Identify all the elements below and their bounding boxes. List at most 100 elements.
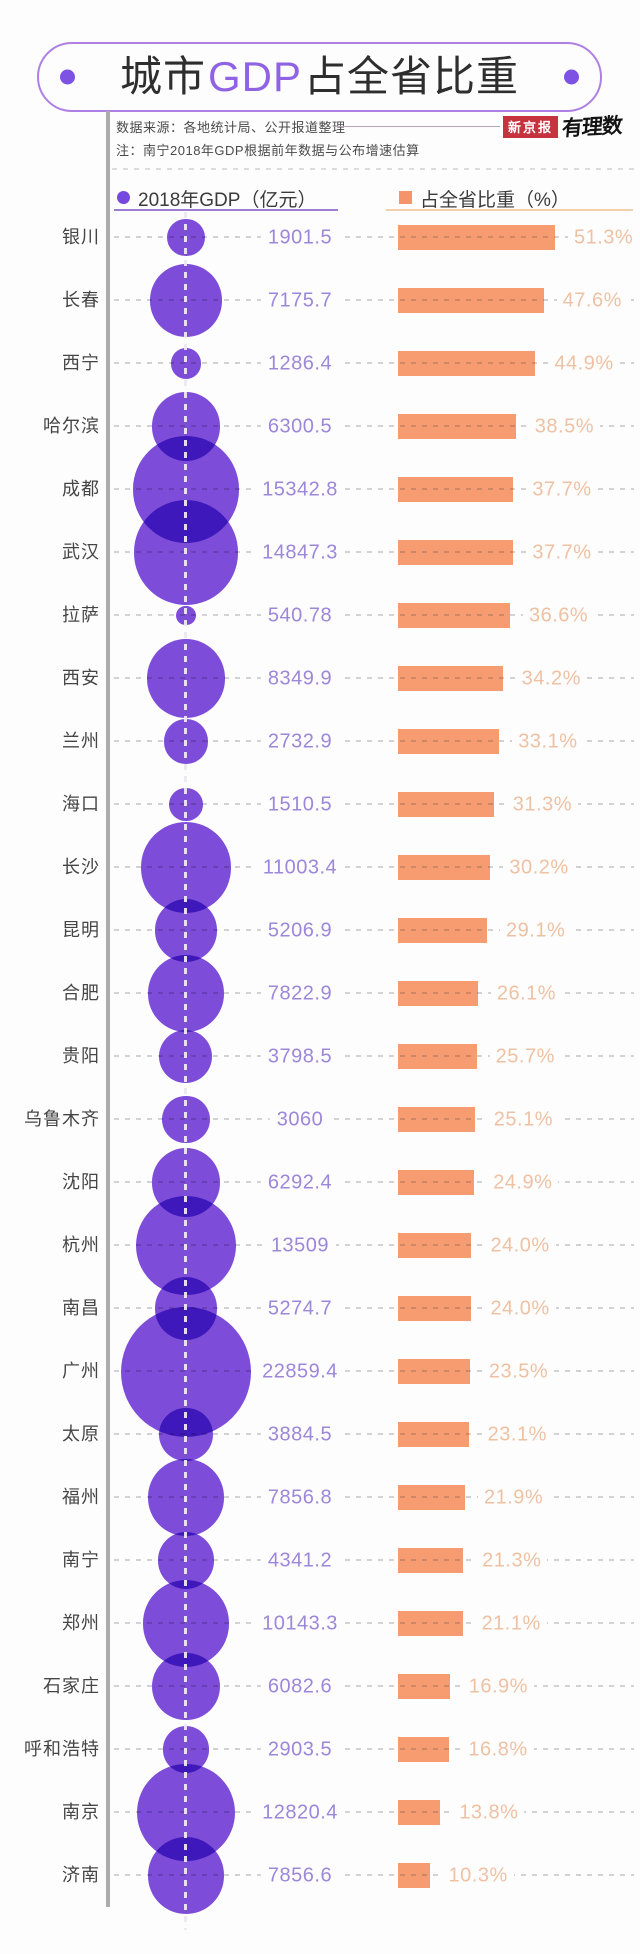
row-leader-dashed-line bbox=[114, 1433, 634, 1435]
share-bar bbox=[398, 729, 500, 754]
row-leader-dashed-line bbox=[114, 362, 634, 364]
chart-row: 乌鲁木齐 3060 25.1% bbox=[0, 1088, 640, 1151]
share-value: 34.2% bbox=[515, 667, 587, 690]
title-gdp-highlight: GDP bbox=[207, 53, 302, 100]
row-leader-dashed-line bbox=[114, 425, 634, 427]
city-label: 合肥 bbox=[62, 983, 100, 1003]
chart-row: 成都 15342.8 37.7% bbox=[0, 436, 640, 543]
row-leader-dashed-line bbox=[114, 551, 634, 553]
share-value: 47.6% bbox=[556, 289, 628, 312]
row-leader-dashed-line bbox=[114, 1874, 634, 1876]
share-value: 36.6% bbox=[522, 604, 595, 627]
gdp-value: 15342.8 bbox=[255, 478, 345, 501]
gdp-value: 8349.9 bbox=[260, 667, 340, 690]
share-bar bbox=[398, 288, 544, 313]
share-value: 13.8% bbox=[453, 1801, 525, 1824]
share-bar bbox=[398, 1044, 477, 1069]
chart-row: 郑州 10143.3 21.1% bbox=[0, 1580, 640, 1667]
row-leader-dashed-line bbox=[114, 866, 634, 868]
gdp-value: 3060 bbox=[269, 1108, 331, 1131]
share-bar bbox=[398, 792, 494, 817]
gdp-value: 1510.5 bbox=[260, 793, 340, 816]
chart-row: 太原 3884.5 23.1% bbox=[0, 1403, 640, 1466]
chart-row: 贵阳 3798.5 25.7% bbox=[0, 1025, 640, 1088]
source-divider-line bbox=[334, 126, 500, 127]
share-value: 23.5% bbox=[482, 1360, 555, 1383]
dashed-separator bbox=[112, 168, 640, 170]
gdp-value: 7856.6 bbox=[260, 1864, 340, 1887]
chart-row: 南宁 4341.2 21.3% bbox=[0, 1529, 640, 1592]
city-label: 福州 bbox=[62, 1487, 100, 1507]
city-label: 沈阳 bbox=[62, 1172, 100, 1192]
share-bar bbox=[398, 1170, 475, 1195]
row-leader-dashed-line bbox=[114, 488, 634, 490]
city-label: 银川 bbox=[62, 227, 100, 247]
legend-share-label: 占全省比重（%） bbox=[420, 190, 570, 211]
gdp-value: 540.78 bbox=[260, 604, 340, 627]
chart-row: 长春 7175.7 47.6% bbox=[0, 264, 640, 337]
chart-row: 沈阳 6292.4 24.9% bbox=[0, 1148, 640, 1217]
share-value: 29.1% bbox=[500, 919, 572, 942]
bubble-axis-dashed-line bbox=[184, 212, 187, 1930]
row-leader-dashed-line bbox=[114, 1118, 634, 1120]
row-leader-dashed-line bbox=[114, 1307, 634, 1309]
share-bar bbox=[398, 1548, 464, 1573]
chart-row: 拉萨 540.78 36.6% bbox=[0, 584, 640, 647]
gdp-value: 5274.7 bbox=[260, 1297, 340, 1320]
share-value: 24.0% bbox=[484, 1234, 556, 1257]
city-label: 南京 bbox=[62, 1802, 100, 1822]
share-value: 51.3% bbox=[567, 226, 640, 249]
title-prefix: 城市 bbox=[119, 53, 206, 100]
legend-gdp-label: 2018年GDP（亿元） bbox=[138, 190, 317, 211]
row-leader-dashed-line bbox=[114, 677, 634, 679]
city-label: 石家庄 bbox=[43, 1676, 100, 1696]
city-label: 西安 bbox=[62, 668, 100, 688]
brand-badge: 新京报 bbox=[503, 116, 559, 138]
chart-row: 合肥 7822.9 26.1% bbox=[0, 955, 640, 1032]
gdp-value: 7856.8 bbox=[260, 1486, 340, 1509]
page-title: 城市GDP占全省比重 bbox=[39, 44, 600, 110]
city-label: 长春 bbox=[62, 290, 100, 310]
row-leader-dashed-line bbox=[114, 1622, 634, 1624]
share-value: 21.1% bbox=[475, 1612, 547, 1635]
share-value: 24.0% bbox=[484, 1297, 556, 1320]
row-leader-dashed-line bbox=[114, 299, 634, 301]
share-value: 25.1% bbox=[487, 1108, 560, 1131]
chart-row: 西宁 1286.4 44.9% bbox=[0, 332, 640, 395]
row-leader-dashed-line bbox=[114, 803, 634, 805]
share-value: 16.8% bbox=[462, 1738, 534, 1761]
city-label: 杭州 bbox=[62, 1235, 100, 1255]
chart-row: 银川 1901.5 51.3% bbox=[0, 206, 640, 269]
row-leader-dashed-line bbox=[114, 740, 634, 742]
gdp-value: 6082.6 bbox=[260, 1675, 340, 1698]
chart-row: 石家庄 6082.6 16.9% bbox=[0, 1652, 640, 1721]
chart-row: 兰州 2732.9 33.1% bbox=[0, 710, 640, 773]
chart-row: 哈尔滨 6300.5 38.5% bbox=[0, 392, 640, 461]
gdp-value: 7175.7 bbox=[260, 289, 340, 312]
share-bar bbox=[398, 1863, 430, 1888]
legend-share-square-icon bbox=[399, 191, 412, 204]
share-bar bbox=[398, 477, 514, 502]
share-value: 23.1% bbox=[481, 1423, 553, 1446]
share-bar bbox=[398, 1107, 475, 1132]
banner-dot-right-icon bbox=[564, 69, 579, 85]
row-leader-dashed-line bbox=[114, 1496, 634, 1498]
share-bar bbox=[398, 414, 516, 439]
share-bar bbox=[398, 1296, 472, 1321]
chart-rows: 银川 1901.5 51.3% 长春 7175.7 47.6% 西宁 1286.4 44.9% 哈… bbox=[0, 206, 640, 1914]
gdp-value: 1286.4 bbox=[260, 352, 340, 375]
chart-row: 海口 1510.5 31.3% bbox=[0, 773, 640, 836]
row-leader-dashed-line bbox=[114, 1685, 634, 1687]
banner-dot-left-icon bbox=[60, 69, 75, 85]
share-bar bbox=[398, 351, 536, 376]
title-banner: 城市GDP占全省比重 bbox=[37, 42, 602, 112]
row-leader-dashed-line bbox=[114, 992, 634, 994]
row-leader-dashed-line bbox=[114, 1811, 634, 1813]
chart-row: 长沙 11003.4 30.2% bbox=[0, 822, 640, 913]
share-bar bbox=[398, 225, 555, 250]
share-bar bbox=[398, 666, 503, 691]
share-bar bbox=[398, 1800, 441, 1825]
city-label: 南昌 bbox=[62, 1298, 100, 1318]
share-bar bbox=[398, 981, 478, 1006]
chart-row: 济南 7856.6 10.3% bbox=[0, 1837, 640, 1914]
